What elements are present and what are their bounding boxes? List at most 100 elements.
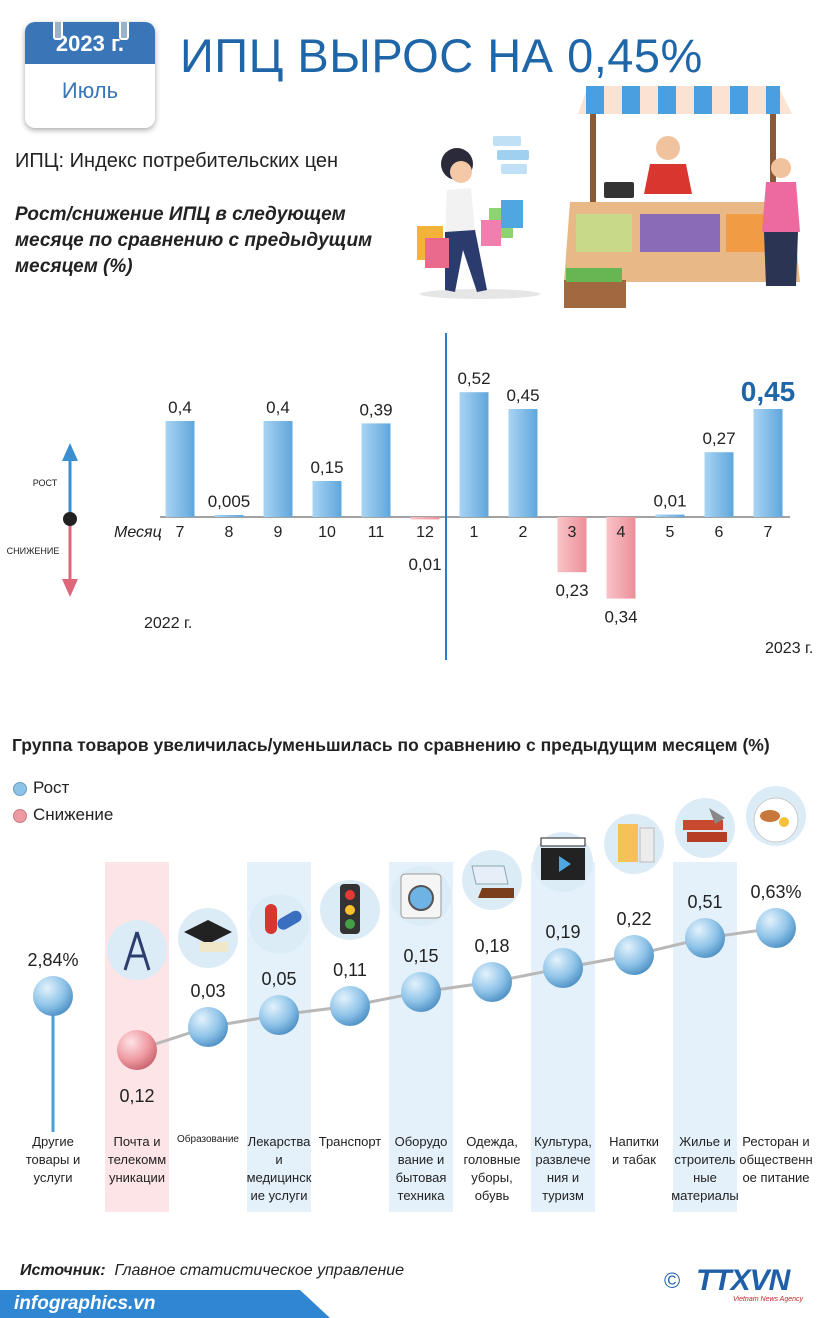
category-label-6: Оборудо вание и бытовая техника [395, 1134, 448, 1203]
group-point-1 [33, 976, 73, 1016]
traffic-light-icon [320, 880, 380, 940]
group-value-1: 2,84% [27, 950, 78, 970]
category-label-line: уникации [109, 1170, 165, 1185]
bar-6 [410, 517, 440, 520]
month-tick-8: 2 [519, 524, 528, 541]
group-point-10 [685, 918, 725, 958]
cpi-bar-chart: РОСТ СНИЖЕНИЕ Месяц 2022 г. 2023 г. 7 0,4 8 0,00… [7, 333, 813, 660]
month-tick-9: 3 [568, 524, 577, 541]
group-value-3: 0,03 [190, 981, 225, 1001]
legend-decrease-label: Снижение [33, 805, 114, 824]
category-label-8: Культура, развлече ния и туризм [534, 1134, 592, 1203]
footer-bar [0, 1290, 330, 1318]
pills-icon [249, 894, 309, 954]
data-label-5: 0,39 [359, 400, 392, 419]
group-value-7: 0,18 [474, 936, 509, 956]
category-label-line: обувь [475, 1188, 510, 1203]
bar-8 [508, 409, 538, 517]
category-label-line: туризм [542, 1188, 584, 1203]
data-label-6: 0,01 [408, 555, 441, 574]
market-stall-illustration [564, 86, 800, 308]
category-label-line: Жилье и [679, 1134, 731, 1149]
month-tick-11: 5 [666, 524, 675, 541]
category-label-line: развлече [535, 1152, 590, 1167]
month-tick-7: 1 [470, 524, 479, 541]
arrow-label-up: РОСТ [33, 478, 58, 488]
data-label-13: 0,45 [741, 376, 796, 407]
month-tick-4: 10 [318, 524, 336, 541]
bar-2 [214, 515, 244, 517]
group-chart-title: Группа товаров увеличилась/уменьшилась п… [12, 735, 770, 755]
data-label-4: 0,15 [310, 458, 343, 477]
bar-13 [753, 409, 783, 517]
subtitle: ИПЦ: Индекс потребительских цен [15, 150, 339, 172]
category-label-5: Транспорт [319, 1134, 382, 1149]
category-label-line: строитель [674, 1152, 735, 1167]
red-light [345, 890, 355, 900]
category-label-line: Культура, [534, 1134, 592, 1149]
source-label: Источник: [20, 1262, 106, 1279]
calendar-ring-icon [53, 22, 63, 40]
drinks-cigarettes-icon [604, 814, 664, 874]
cigarette-pack [639, 827, 655, 863]
category-label-line: бытовая [396, 1170, 447, 1185]
category-label-line: Транспорт [319, 1134, 382, 1149]
group-point-6 [401, 972, 441, 1012]
capsule-shape [277, 910, 302, 930]
antenna-tower-icon [107, 920, 167, 980]
shoe-shape [478, 888, 514, 898]
bar-12 [704, 452, 734, 517]
bar-1 [165, 421, 195, 517]
data-label-8: 0,45 [506, 386, 539, 405]
bar-9 [557, 517, 587, 573]
site-link[interactable]: infographics.vn [14, 1293, 156, 1314]
category-label-1: Другие товары и услуги [26, 1134, 80, 1185]
category-label-9: Напитки и табак [609, 1134, 659, 1167]
clapperboard-icon [533, 832, 593, 892]
pill-shape [265, 904, 277, 934]
group-point-8 [543, 948, 583, 988]
month-label: Июль [61, 78, 119, 103]
graduation-cap-icon [178, 908, 238, 968]
year-label-2022: 2022 г. [144, 615, 192, 632]
group-point-5 [330, 986, 370, 1026]
category-label-line: головные [463, 1152, 520, 1167]
group-value-2: 0,12 [119, 1086, 154, 1106]
cap-shape [184, 920, 232, 944]
category-label-11: Ресторан и общественн ое питание [739, 1134, 812, 1185]
category-label-line: Напитки [609, 1134, 659, 1149]
legend-decrease-dot [13, 809, 27, 823]
chart-question: Рост/снижение ИПЦ в следующем месяце по … [15, 204, 373, 277]
category-label-line: и [275, 1152, 282, 1167]
goods-group-chart: 2,84% 0,12 0,03 0,05 0,11 0,15 0,18 0,19 0,22 0,5… [26, 786, 813, 1212]
category-label-line: ое питание [742, 1170, 809, 1185]
egg-yolk-shape [779, 817, 789, 827]
antenna-tower-bg [107, 920, 167, 980]
diploma-shape [200, 942, 228, 952]
group-point-9 [614, 935, 654, 975]
category-label-line: Одежда, [466, 1134, 518, 1149]
group-value-11: 0,63% [750, 882, 801, 902]
category-label-line: техника [398, 1188, 446, 1203]
category-label-line: ные [693, 1170, 717, 1185]
green-light [345, 919, 355, 929]
group-point-3 [188, 1007, 228, 1047]
play-shape [559, 856, 571, 872]
category-label-line: общественн [739, 1152, 812, 1167]
category-label-line: Оборудо [395, 1134, 448, 1149]
legend-increase-dot [13, 782, 27, 796]
bar-10 [606, 517, 636, 599]
trend-line [136, 926, 777, 1052]
category-label-10: Жилье и строитель ные материалы [671, 1134, 739, 1203]
data-label-9: 0,23 [555, 581, 588, 600]
zero-dot [63, 512, 77, 526]
month-tick-1: 7 [176, 524, 185, 541]
category-label-line: Почта и [114, 1134, 161, 1149]
group-value-6: 0,15 [403, 946, 438, 966]
group-value-4: 0,05 [261, 969, 296, 989]
trowel-shape [709, 808, 725, 824]
source-line: Источник: Главное статистическое управле… [20, 1262, 404, 1280]
month-tick-5: 11 [368, 524, 385, 541]
category-label-line: Другие [32, 1134, 74, 1149]
category-label-line: уборы, [471, 1170, 513, 1185]
